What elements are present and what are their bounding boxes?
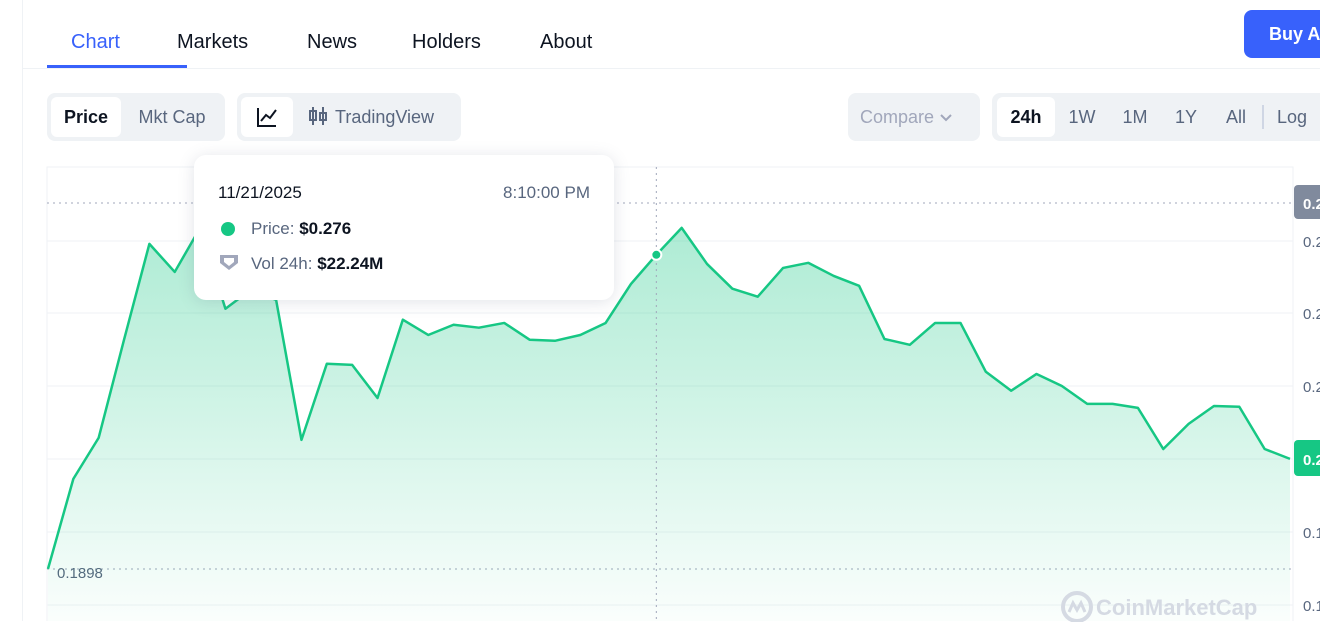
metric-toggle: Price Mkt Cap xyxy=(47,93,225,141)
compare-label: Compare xyxy=(860,97,980,137)
toggle-option[interactable]: Mkt Cap xyxy=(138,107,206,127)
vol-icon xyxy=(220,255,238,270)
y-axis-label: 0.1 xyxy=(1303,525,1320,542)
price-label: Price: xyxy=(251,219,295,238)
line-view[interactable] xyxy=(241,97,293,137)
y-axis-label: 0.2 xyxy=(1303,234,1320,251)
tab[interactable]: Markets xyxy=(177,31,249,53)
tab[interactable]: Chart xyxy=(71,31,120,53)
chevron xyxy=(940,114,952,122)
view-toggle: TradingView xyxy=(237,93,461,141)
watermark-text: CoinMarketCap xyxy=(1096,595,1258,620)
watermark-logo xyxy=(1061,591,1093,622)
y-axis-label: 0.1 xyxy=(1303,598,1320,615)
tooltip: 11/21/2025 8:10:00 PM Price: $0.276 Vol … xyxy=(194,155,614,300)
price-dot xyxy=(221,222,235,236)
range-option[interactable]: 24h xyxy=(997,97,1055,137)
range-option[interactable]: 1M xyxy=(1122,107,1148,127)
divider xyxy=(22,0,23,621)
vol-label: Vol 24h: xyxy=(251,254,313,273)
price-area xyxy=(48,227,1290,621)
toggle-option[interactable]: Price xyxy=(51,97,121,137)
current-box xyxy=(1294,440,1320,476)
tab[interactable]: Holders xyxy=(412,31,481,53)
y-axis-label: 0.2 xyxy=(1303,306,1320,323)
candle-icon xyxy=(309,107,327,125)
range-option[interactable]: 1Y xyxy=(1174,107,1198,127)
high-box xyxy=(1294,185,1320,219)
range-toggle: 24h 1W 1M 1Y All Log xyxy=(992,93,1320,141)
tooltip-date: 11/21/2025 xyxy=(218,183,302,202)
tooltip-time: 8:10:00 PM xyxy=(503,183,590,202)
tab-underline xyxy=(47,65,187,68)
vol-value: $22.24M xyxy=(317,254,384,273)
separator xyxy=(1262,105,1264,129)
watermark: CoinMarketCap xyxy=(1060,590,1257,622)
tab[interactable]: About xyxy=(540,31,593,53)
compare-text: Compare xyxy=(860,107,935,127)
tab[interactable]: News xyxy=(307,31,358,53)
y-axis-label: 0.2 xyxy=(1303,379,1320,396)
hover-point xyxy=(650,248,663,261)
current-box-label: 0.2 xyxy=(1303,452,1320,469)
line-icon xyxy=(257,108,277,127)
range-option[interactable]: All xyxy=(1225,107,1246,127)
range-option[interactable]: 1W xyxy=(1068,107,1096,127)
high-box-label: 0.2 xyxy=(1303,196,1320,213)
tab-rule xyxy=(22,68,1320,69)
plot-frame xyxy=(46,166,1294,621)
tradingview-option[interactable]: TradingView xyxy=(307,97,457,137)
price-value: $0.276 xyxy=(299,219,352,238)
compare-dropdown[interactable]: Compare xyxy=(848,93,980,141)
tradingview-label: TradingView xyxy=(335,107,435,127)
log-option[interactable]: Log xyxy=(1276,107,1308,127)
buy-button[interactable]: Buy A xyxy=(1244,10,1320,58)
